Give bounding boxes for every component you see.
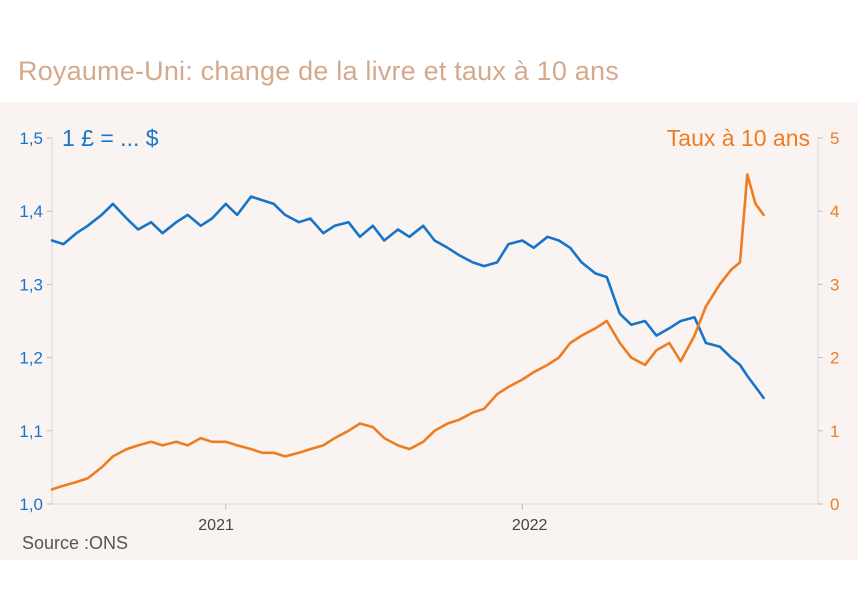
- left-tick-label: 1,4: [19, 202, 43, 221]
- right-tick-label: 4: [830, 202, 839, 221]
- x-tick-label: 2021: [198, 517, 234, 534]
- right-tick-label: 1: [830, 422, 839, 441]
- right-tick-label: 2: [830, 349, 839, 368]
- left-tick-label: 1,1: [19, 422, 43, 441]
- axis-labels: 1,0 1,1 1,2 1,3 1,4 1,5 0 1 2 3 4 5 2021 2022 1 £ = ..…: [19, 125, 839, 534]
- series-line-gbpusd: [50, 195, 765, 400]
- right-axis-title: Taux à 10 ans: [667, 125, 810, 151]
- left-tick-label: 1,2: [19, 349, 43, 368]
- right-tick-label: 0: [830, 495, 839, 514]
- series-line-yield: [50, 173, 765, 491]
- chart-title: Royaume-Uni: change de la livre et taux …: [18, 56, 619, 86]
- right-tick-label: 3: [830, 275, 839, 294]
- left-tick-label: 1,0: [19, 495, 43, 514]
- left-axis-title: 1 £ = ... $: [62, 125, 159, 151]
- series-lines: [50, 173, 765, 491]
- x-tick-label: 2022: [512, 517, 548, 534]
- axes: [47, 137, 823, 510]
- right-tick-label: 5: [830, 129, 839, 148]
- left-tick-label: 1,3: [19, 275, 43, 294]
- source-note: Source :ONS: [22, 533, 129, 553]
- chart-panel: [0, 102, 858, 560]
- left-tick-label: 1,5: [19, 129, 43, 148]
